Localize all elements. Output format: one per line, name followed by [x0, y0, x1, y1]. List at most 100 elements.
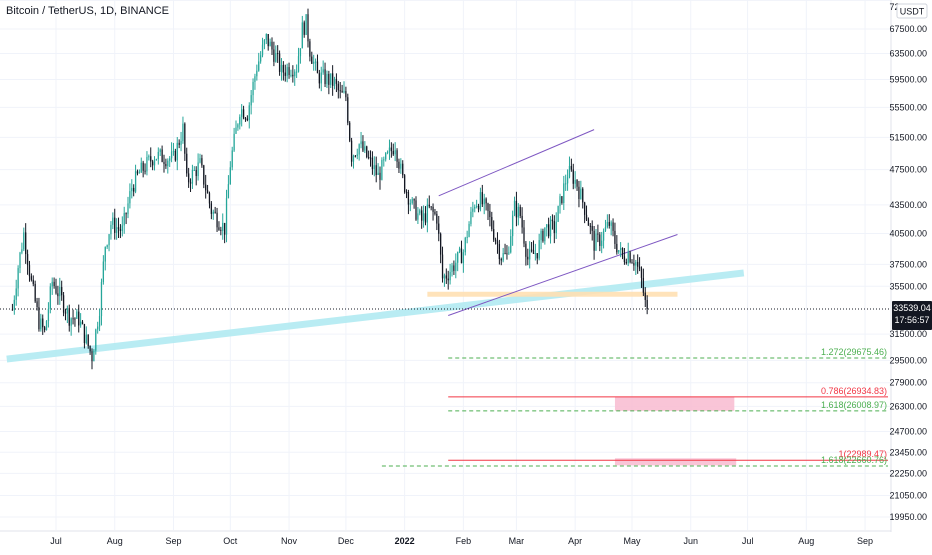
candle[interactable] — [256, 64, 258, 81]
candle[interactable] — [26, 249, 29, 275]
candle[interactable] — [83, 323, 86, 349]
last-price-badge[interactable] — [892, 301, 932, 331]
candle[interactable] — [322, 60, 324, 75]
candle[interactable] — [176, 137, 178, 171]
candle[interactable] — [523, 220, 525, 248]
candle[interactable] — [335, 73, 338, 93]
candle[interactable] — [144, 163, 146, 175]
candle[interactable] — [43, 325, 46, 333]
candle[interactable] — [601, 231, 603, 254]
target-zone-box[interactable] — [614, 396, 735, 411]
candle[interactable] — [23, 227, 25, 252]
candle[interactable] — [140, 157, 142, 173]
candle[interactable] — [337, 80, 339, 99]
candle[interactable] — [599, 232, 601, 252]
candle[interactable] — [62, 292, 65, 317]
candle[interactable] — [612, 218, 614, 237]
candle[interactable] — [373, 156, 375, 177]
candle[interactable] — [157, 147, 159, 165]
candle[interactable] — [133, 184, 135, 197]
candle[interactable] — [93, 348, 95, 362]
candle[interactable] — [385, 152, 387, 162]
plot-area[interactable] — [0, 0, 890, 530]
candle[interactable] — [314, 58, 317, 71]
candle[interactable] — [112, 212, 114, 230]
candle[interactable] — [578, 180, 580, 208]
candle[interactable] — [110, 221, 112, 240]
candle[interactable] — [635, 259, 637, 276]
candle[interactable] — [540, 228, 542, 250]
candle[interactable] — [583, 201, 586, 224]
candle[interactable] — [305, 14, 307, 36]
candle[interactable] — [51, 277, 53, 295]
candle[interactable] — [61, 280, 63, 301]
candle[interactable] — [326, 70, 328, 88]
candle[interactable] — [563, 175, 565, 211]
candle[interactable] — [525, 241, 527, 266]
candle[interactable] — [246, 115, 249, 122]
candle[interactable] — [419, 208, 421, 216]
candle[interactable] — [79, 313, 82, 328]
candle[interactable] — [275, 45, 277, 63]
candle[interactable] — [42, 314, 44, 335]
candle[interactable] — [352, 154, 355, 169]
candle[interactable] — [398, 158, 400, 173]
candle[interactable] — [349, 121, 351, 143]
candle[interactable] — [403, 174, 406, 194]
candle[interactable] — [597, 224, 599, 243]
candle[interactable] — [223, 222, 226, 244]
candle[interactable] — [235, 120, 237, 134]
candle[interactable] — [453, 260, 455, 275]
candle[interactable] — [203, 164, 205, 189]
candle[interactable] — [161, 145, 163, 163]
candle[interactable] — [11, 303, 14, 311]
candle[interactable] — [377, 163, 379, 176]
candle[interactable] — [91, 348, 93, 370]
candle[interactable] — [227, 175, 230, 199]
candle[interactable] — [182, 116, 184, 144]
candle[interactable] — [354, 154, 357, 158]
candle[interactable] — [614, 222, 616, 249]
candle[interactable] — [59, 277, 61, 305]
candle[interactable] — [292, 65, 294, 83]
candle[interactable] — [375, 156, 377, 183]
candle[interactable] — [131, 179, 133, 199]
candle[interactable] — [241, 104, 243, 127]
candle[interactable] — [439, 232, 442, 264]
candle[interactable] — [371, 151, 374, 175]
channel-upper-line[interactable] — [438, 129, 595, 197]
candle[interactable] — [97, 321, 99, 334]
candle[interactable] — [170, 142, 173, 163]
candle[interactable] — [527, 248, 529, 266]
candle[interactable] — [493, 220, 495, 242]
candle[interactable] — [455, 253, 457, 279]
candle[interactable] — [462, 249, 465, 273]
candle[interactable] — [546, 224, 548, 237]
candle[interactable] — [178, 139, 180, 149]
candle[interactable] — [388, 139, 391, 160]
candle[interactable] — [426, 198, 429, 233]
candle[interactable] — [434, 208, 436, 216]
candle[interactable] — [438, 215, 440, 242]
candle[interactable] — [25, 223, 27, 264]
candle[interactable] — [242, 105, 245, 120]
candle[interactable] — [587, 217, 590, 226]
candle[interactable] — [515, 191, 518, 227]
candle[interactable] — [81, 320, 84, 325]
candle[interactable] — [396, 148, 398, 168]
candle[interactable] — [470, 206, 472, 227]
candle[interactable] — [125, 212, 127, 225]
candle[interactable] — [231, 146, 233, 171]
candle[interactable] — [187, 167, 190, 188]
candle[interactable] — [619, 242, 622, 258]
candle[interactable] — [269, 38, 271, 47]
candle[interactable] — [402, 160, 404, 179]
candle[interactable] — [447, 270, 449, 290]
candle[interactable] — [595, 229, 597, 251]
candle[interactable] — [366, 145, 368, 159]
candle[interactable] — [638, 257, 641, 272]
candle[interactable] — [549, 216, 552, 244]
candle[interactable] — [591, 220, 593, 241]
candle[interactable] — [347, 93, 349, 126]
candle[interactable] — [318, 69, 321, 89]
